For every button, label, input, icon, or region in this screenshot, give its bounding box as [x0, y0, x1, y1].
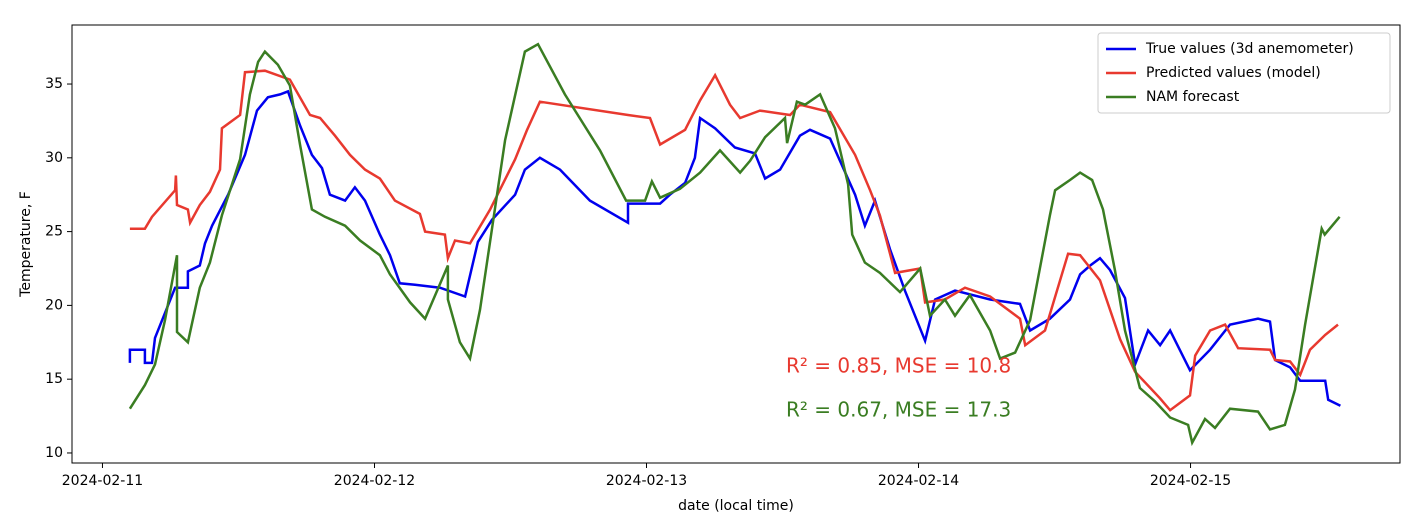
data-line — [128, 42, 1341, 447]
data-line — [129, 69, 1339, 412]
x-axis-label: date (local time) — [678, 498, 794, 514]
y-tick-label: 35 — [45, 76, 63, 92]
x-tick-label: 2024-02-15 — [1150, 473, 1231, 489]
legend-label: True values (3d anemometer) — [1145, 41, 1354, 57]
x-tick-label: 2024-02-14 — [878, 473, 959, 489]
x-tick-label: 2024-02-11 — [62, 473, 143, 489]
legend-label: Predicted values (model) — [1146, 65, 1321, 81]
y-tick-label: 10 — [45, 445, 63, 461]
legend-box — [1097, 32, 1391, 114]
x-tick-label: 2024-02-12 — [334, 473, 415, 489]
plot-frame — [71, 24, 1401, 464]
y-tick-label: 15 — [45, 371, 63, 387]
y-tick-label: 30 — [45, 150, 63, 166]
legend-label: NAM forecast — [1146, 89, 1240, 105]
annotation: R² = 0.85, MSE = 10.8 — [786, 354, 1011, 378]
y-tick-label: 20 — [45, 297, 63, 313]
data-line — [128, 89, 1341, 407]
x-tick-label: 2024-02-13 — [606, 473, 687, 489]
y-axis-label: Temperature, F — [18, 191, 34, 298]
annotation: R² = 0.67, MSE = 17.3 — [786, 398, 1011, 422]
y-tick-label: 25 — [45, 224, 63, 240]
